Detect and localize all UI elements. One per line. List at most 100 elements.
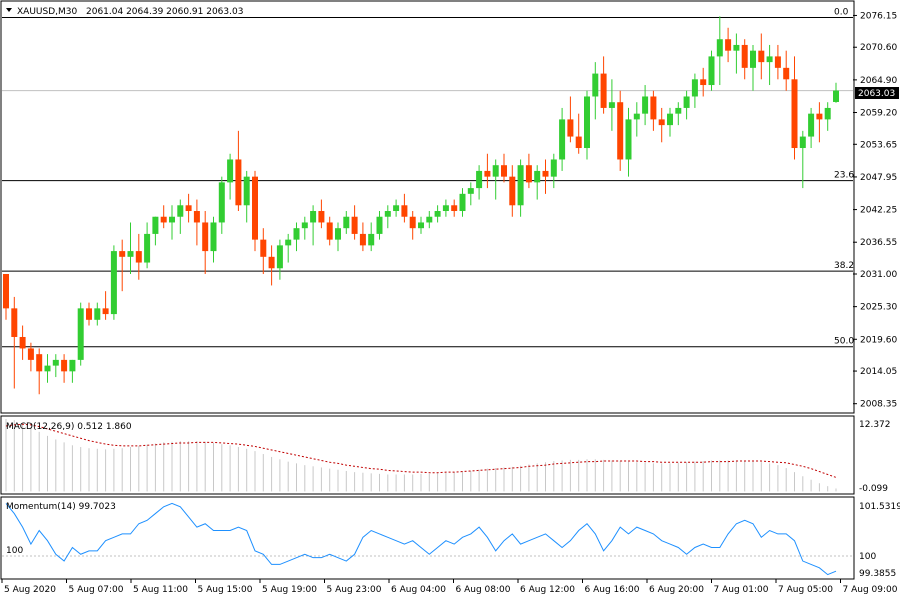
- candle: [667, 107, 673, 137]
- time-axis: 5 Aug 2020 5 Aug 07:00 5 Aug 11:00 5 Aug 15…: [1, 579, 898, 595]
- candle-body: [534, 170, 541, 183]
- candle: [310, 205, 317, 246]
- candle-body: [575, 136, 582, 149]
- candle: [102, 291, 109, 320]
- candle: [409, 211, 416, 240]
- candle: [185, 193, 192, 223]
- candle: [359, 222, 366, 252]
- candle: [44, 354, 51, 383]
- candle: [600, 56, 607, 114]
- candle: [418, 216, 424, 234]
- candle-body: [326, 222, 333, 240]
- candle: [708, 50, 715, 91]
- candle: [110, 245, 117, 320]
- candle-body: [816, 113, 823, 120]
- time-tick-label: 6 Aug 16:00: [585, 585, 640, 595]
- candle-body: [758, 50, 765, 63]
- candle-body: [808, 113, 815, 137]
- fibonacci-levels[interactable]: 0.0 23.6 38.2 50.0: [2, 7, 854, 348]
- candle-body: [185, 205, 192, 212]
- candles-layer: [3, 16, 839, 395]
- ohlc-values: 2061.04 2064.39 2060.91 2063.03: [86, 7, 243, 17]
- candle: [260, 228, 267, 274]
- candle-body: [368, 233, 375, 246]
- candle-body: [3, 273, 9, 309]
- candle: [268, 245, 275, 286]
- triangle-down-icon[interactable]: [6, 8, 12, 12]
- candle-body: [733, 44, 740, 51]
- candle-body: [243, 176, 250, 206]
- candle-body: [86, 308, 92, 320]
- candle: [625, 107, 632, 177]
- candle: [451, 199, 458, 217]
- candle: [750, 44, 756, 91]
- candle: [484, 153, 491, 189]
- candle: [160, 205, 167, 229]
- candle-body: [102, 308, 109, 315]
- candle: [575, 113, 582, 154]
- candle: [824, 102, 831, 131]
- price-tick-label: 2053.65: [860, 140, 897, 150]
- candle: [69, 359, 76, 383]
- candle-body: [741, 44, 748, 68]
- candle: [700, 67, 707, 97]
- candle-body: [384, 211, 391, 217]
- candle-body: [27, 348, 34, 360]
- time-tick-label: 5 Aug 07:00: [69, 585, 124, 595]
- candle: [144, 222, 151, 269]
- candle-body: [52, 359, 59, 366]
- candle-body: [642, 96, 649, 114]
- candle-body: [61, 359, 68, 372]
- candle: [318, 199, 325, 229]
- candle: [11, 296, 18, 389]
- candle: [766, 44, 773, 86]
- time-tick-label: 6 Aug 20:00: [649, 585, 704, 595]
- candle: [218, 176, 225, 234]
- time-tick-label: 7 Aug 09:00: [843, 585, 898, 595]
- momentum-title: Momentum(14) 99.7023: [6, 502, 116, 512]
- candle-body: [210, 222, 217, 252]
- candle: [509, 165, 516, 217]
- candle-body: [119, 251, 126, 257]
- time-tick-label: 5 Aug 23:00: [327, 585, 382, 595]
- candle: [351, 205, 358, 240]
- momentum-left-label: 100: [6, 546, 23, 556]
- candle: [235, 130, 242, 212]
- candle-body: [19, 336, 26, 349]
- candle: [492, 159, 499, 200]
- candle: [293, 222, 300, 252]
- candle: [658, 107, 665, 143]
- macd-indicator: [5, 419, 837, 492]
- candle: [683, 90, 690, 120]
- fib-label: 0.0: [834, 7, 849, 17]
- candle-body: [725, 39, 732, 51]
- momentum-axis-top: 101.5319: [859, 502, 900, 512]
- candle: [716, 16, 723, 86]
- candle: [36, 348, 43, 395]
- candle-body: [650, 96, 657, 120]
- candle: [127, 222, 134, 274]
- candle-body: [359, 233, 366, 246]
- candle-body: [783, 67, 790, 80]
- candle-body: [550, 159, 557, 177]
- candle-body: [177, 205, 184, 217]
- candle-body: [517, 165, 524, 206]
- candle: [816, 102, 823, 143]
- candle: [210, 216, 217, 263]
- candle-body: [144, 233, 151, 263]
- price-tick-label: 2025.30: [860, 303, 897, 313]
- time-tick-label: 5 Aug 2020: [4, 585, 56, 595]
- candle-body: [335, 228, 341, 240]
- candle-body: [592, 73, 599, 97]
- candle-body: [160, 216, 167, 223]
- price-tick-label: 2008.35: [860, 400, 897, 410]
- candle-body: [218, 182, 225, 223]
- price-tick-label: 2036.55: [860, 238, 897, 248]
- candle: [193, 199, 200, 246]
- candle: [783, 50, 790, 91]
- candle-body: [310, 211, 317, 223]
- candle: [3, 273, 9, 320]
- macd-axis-top: 12.372: [859, 420, 891, 430]
- candle-body: [492, 165, 499, 177]
